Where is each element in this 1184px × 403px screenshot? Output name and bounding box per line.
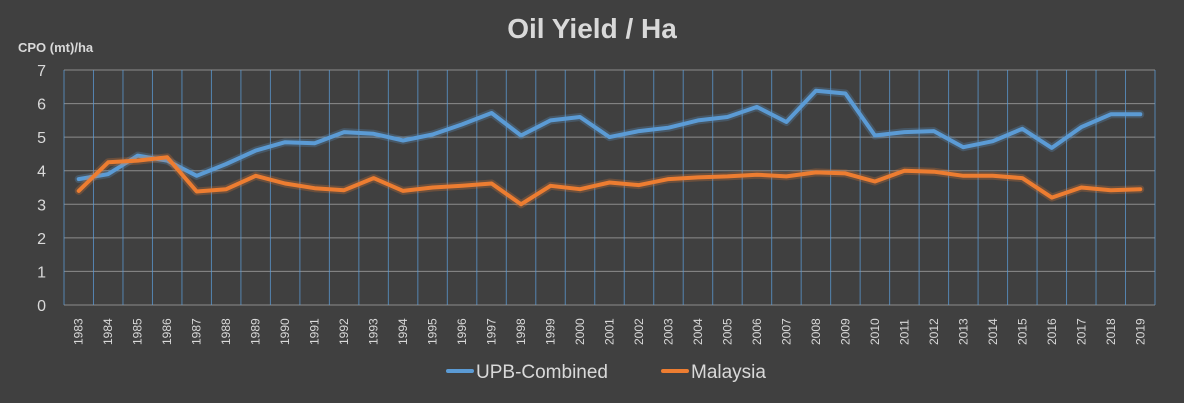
x-tick-label: 1993 xyxy=(367,318,381,345)
x-tick-label: 2018 xyxy=(1104,318,1118,345)
x-tick-label: 2009 xyxy=(838,318,852,345)
x-tick-label: 1997 xyxy=(485,318,499,345)
legend-item: UPB-Combined xyxy=(446,362,608,383)
y-tick-label: 5 xyxy=(37,130,46,147)
y-tick-label: 1 xyxy=(37,264,46,281)
x-tick-label: 1983 xyxy=(72,318,86,345)
x-tick-label: 2007 xyxy=(779,318,793,345)
x-tick-label: 1990 xyxy=(278,318,292,345)
series-line-upb-combined xyxy=(76,88,1143,182)
legend-label: UPB-Combined xyxy=(476,362,608,383)
x-tick-label: 1991 xyxy=(308,318,322,345)
y-tick-label: 4 xyxy=(37,164,46,181)
x-tick-label: 2014 xyxy=(986,318,1000,345)
legend-label: Malaysia xyxy=(691,362,766,383)
x-tick-label: 2012 xyxy=(927,318,941,345)
x-tick-label: 1986 xyxy=(160,318,174,345)
x-tick-label: 2002 xyxy=(632,318,646,345)
x-tick-label: 2003 xyxy=(661,318,675,345)
series-lines xyxy=(74,86,1145,209)
y-tick-label: 7 xyxy=(37,63,46,80)
x-tick-label: 2010 xyxy=(868,318,882,345)
x-tick-label: 2016 xyxy=(1045,318,1059,345)
x-tick-label: 2011 xyxy=(897,319,911,345)
x-tick-label: 2004 xyxy=(691,318,705,345)
chart-title: Oil Yield / Ha xyxy=(507,13,677,44)
x-axis-ticks: 1983 1984 1985 1986 1987 1988 1989 1990 1991 1992… xyxy=(72,318,1148,345)
series-line-malaysia xyxy=(76,155,1143,207)
x-tick-label: 2013 xyxy=(956,318,970,345)
x-tick-label: 2005 xyxy=(720,318,734,345)
legend: UPB-Combined Malaysia xyxy=(446,362,766,383)
x-tick-label: 1998 xyxy=(514,318,528,345)
y-tick-label: 6 xyxy=(37,97,46,114)
x-tick-label: 2000 xyxy=(573,318,587,345)
y-tick-label: 3 xyxy=(37,197,46,214)
x-tick-label: 1988 xyxy=(219,318,233,345)
x-tick-label: 1984 xyxy=(101,318,115,345)
x-tick-label: 2001 xyxy=(603,318,617,345)
x-tick-label: 1996 xyxy=(455,318,469,345)
y-axis-ticks: 0 1 2 3 4 5 6 7 xyxy=(37,63,46,315)
x-tick-label: 1985 xyxy=(131,318,145,345)
x-tick-label: 2017 xyxy=(1074,318,1088,345)
x-tick-label: 2006 xyxy=(750,318,764,345)
legend-item: Malaysia xyxy=(661,362,766,383)
x-tick-label: 1999 xyxy=(544,318,558,345)
x-tick-label: 1995 xyxy=(426,318,440,345)
y-tick-label: 0 xyxy=(37,298,46,315)
x-tick-label: 1987 xyxy=(190,318,204,345)
x-tick-label: 2019 xyxy=(1133,318,1147,345)
x-tick-label: 1992 xyxy=(337,318,351,345)
x-tick-label: 2015 xyxy=(1015,318,1029,345)
y-axis-label: CPO (mt)/ha xyxy=(18,40,94,55)
x-tick-label: 1994 xyxy=(396,318,410,345)
x-tick-label: 1989 xyxy=(249,318,263,345)
x-tick-label: 2008 xyxy=(809,318,823,345)
y-tick-label: 2 xyxy=(37,231,46,248)
